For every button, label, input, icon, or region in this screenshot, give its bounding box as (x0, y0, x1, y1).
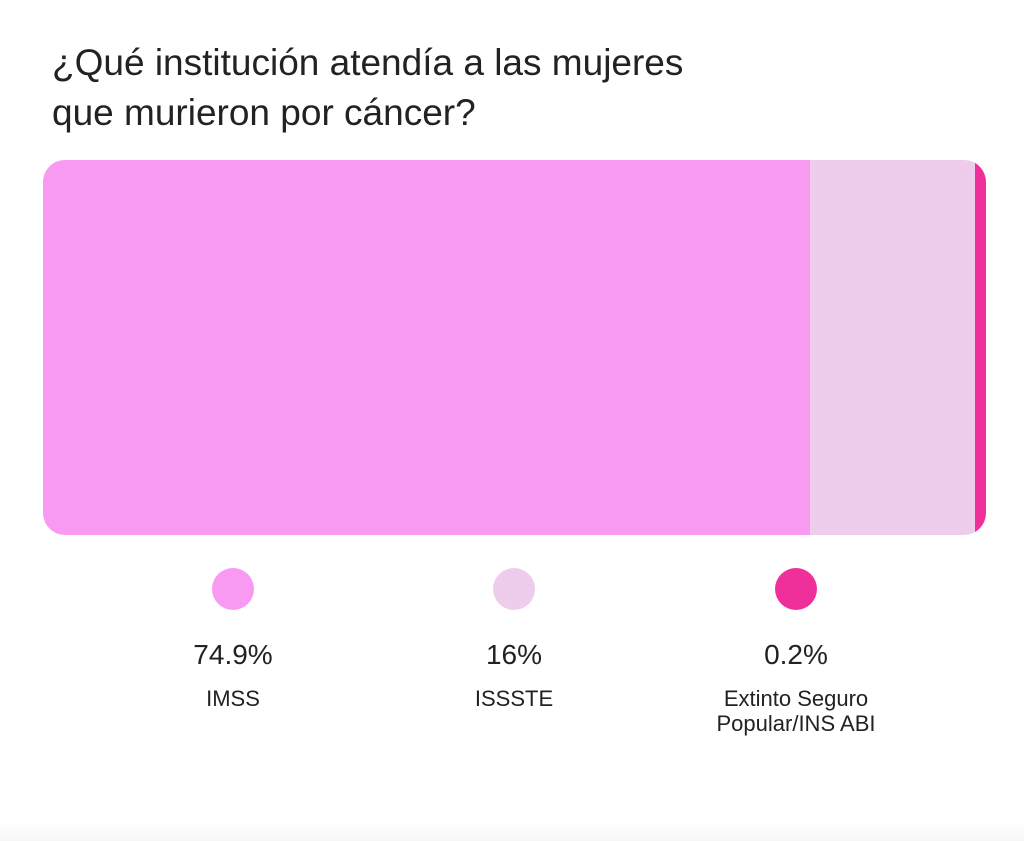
legend-item: 74.9% IMSS (113, 568, 353, 711)
value-label: 16% (485, 639, 543, 670)
bar-segment-0 (43, 160, 810, 535)
bar-segment-1 (809, 160, 975, 535)
legend-swatch (493, 568, 535, 610)
legend-swatch (212, 568, 254, 610)
bar-segment-2 (974, 160, 986, 535)
category-label: IMSS (206, 686, 260, 711)
value-label: 0.2% (764, 639, 828, 670)
stacked-bar (43, 160, 986, 535)
legend-item: 16% ISSSTE (394, 568, 634, 711)
category-label: Extinto Seguro Popular/INS ABI (716, 686, 876, 736)
legend-item: 0.2% Extinto Seguro Popular/INS ABI (676, 568, 916, 736)
category-label: ISSSTE (474, 686, 554, 711)
chart-title: ¿Qué institución atendía a las mujeres q… (52, 42, 684, 133)
footer-shadow (0, 821, 1024, 841)
legend-swatch (775, 568, 817, 610)
value-label: 74.9% (193, 639, 273, 670)
